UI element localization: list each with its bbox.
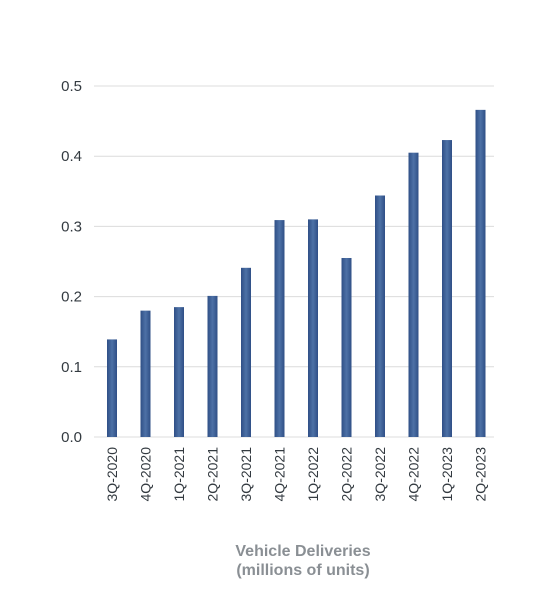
bars	[107, 109, 486, 438]
x-tick-label: 1Q-2023	[439, 447, 455, 502]
x-tick-label: 4Q-2020	[138, 447, 154, 502]
y-tick-label: 0.3	[61, 218, 82, 235]
y-axis-tick-labels: 0.0 0.1 0.2 0.3 0.4 0.5	[61, 78, 82, 446]
x-axis-tick-labels: 3Q-2020 4Q-2020 1Q-2021 2Q-2021 3Q-2021 4Q-20…	[104, 447, 489, 502]
bar-2Q-2022	[341, 257, 352, 437]
x-tick-label: 2Q-2023	[473, 447, 489, 502]
chart-caption: Vehicle Deliveries (millions of units)	[0, 542, 534, 580]
x-tick-label: 3Q-2022	[372, 447, 388, 502]
y-tick-label: 0.1	[61, 359, 82, 376]
x-tick-label: 4Q-2021	[272, 447, 288, 502]
y-tick-label: 0.2	[61, 289, 82, 306]
bar-1Q-2023	[442, 140, 452, 437]
bar-3Q-2020	[107, 339, 117, 437]
bar-4Q-2021	[274, 220, 285, 437]
bar-2Q-2023	[475, 109, 486, 438]
x-tick-label: 4Q-2022	[406, 447, 422, 502]
x-tick-label: 2Q-2021	[205, 447, 221, 502]
y-tick-label: 0.4	[61, 148, 82, 165]
x-tick-label: 1Q-2021	[171, 447, 187, 502]
bar-3Q-2021	[241, 267, 251, 437]
bar-4Q-2020	[140, 310, 151, 437]
y-tick-label: 0.0	[61, 429, 82, 446]
bar-1Q-2021	[174, 307, 184, 437]
gridlines	[94, 85, 494, 438]
bar-4Q-2022	[408, 152, 419, 437]
y-tick-label: 0.5	[61, 78, 82, 95]
caption-line-1: Vehicle Deliveries	[235, 543, 371, 560]
bar-2Q-2021	[207, 295, 218, 437]
x-tick-label: 3Q-2021	[238, 447, 254, 502]
bar-1Q-2022	[308, 219, 318, 437]
caption-line-2: (millions of units)	[236, 562, 370, 579]
x-tick-label: 2Q-2022	[339, 447, 355, 502]
x-tick-label: 3Q-2020	[104, 447, 120, 502]
x-tick-label: 1Q-2022	[305, 447, 321, 502]
bar-3Q-2022	[375, 195, 385, 437]
